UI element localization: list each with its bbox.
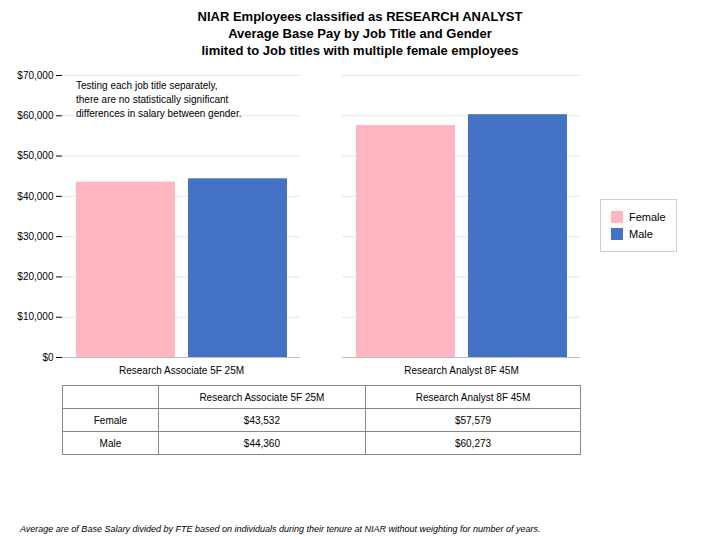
html-text:Research Analyst 8F 45M: Research Analyst 8F 45M (415, 391, 531, 403)
html-text:Average Base Pay by Job Title: Average Base Pay by Job Title and Gender (228, 26, 492, 41)
html-text:$57,579: $57,579 (454, 414, 492, 426)
svg-text:$50,000: $50,000 (17, 150, 54, 161)
html-text:Male: Male (99, 437, 122, 449)
svg-text:$30,000: $30,000 (17, 231, 54, 242)
html-text:Female: Female (93, 414, 128, 426)
html-text:$43,532: $43,532 (243, 414, 280, 426)
html-text:Research Associate 5F 25M: Research Associate 5F 25M (199, 391, 325, 403)
html-text:$44,360: $44,360 (243, 437, 280, 449)
svg-text:$70,000: $70,000 (17, 70, 54, 81)
svg-text:$60,000: $60,000 (17, 110, 54, 121)
svg-text:Research Analyst 8F 45M: Research Analyst 8F 45M (404, 365, 519, 376)
svg-text:$40,000: $40,000 (17, 191, 54, 202)
svg-text:$20,000: $20,000 (17, 271, 54, 282)
html-text:Female: Female (629, 210, 666, 223)
svg-text:$10,000: $10,000 (17, 311, 54, 322)
html-text:$60,273: $60,273 (454, 437, 492, 449)
svg-text:$0: $0 (42, 352, 54, 363)
html-text:limited to Job titles with mul: limited to Job titles with multiple fema… (201, 43, 519, 58)
svg-text:Research Associate 5F 25M: Research Associate 5F 25M (119, 365, 244, 376)
html-text:Average are of Base Salary div: Average are of Base Salary divided by FT… (20, 524, 541, 534)
html-text:NIAR Employees classified as R: NIAR Employees classified as RESEARCH AN… (197, 9, 523, 24)
html-text:Male: Male (629, 227, 653, 240)
html-text:Testing each job title separat: Testing each job title separately, there… (76, 80, 242, 119)
